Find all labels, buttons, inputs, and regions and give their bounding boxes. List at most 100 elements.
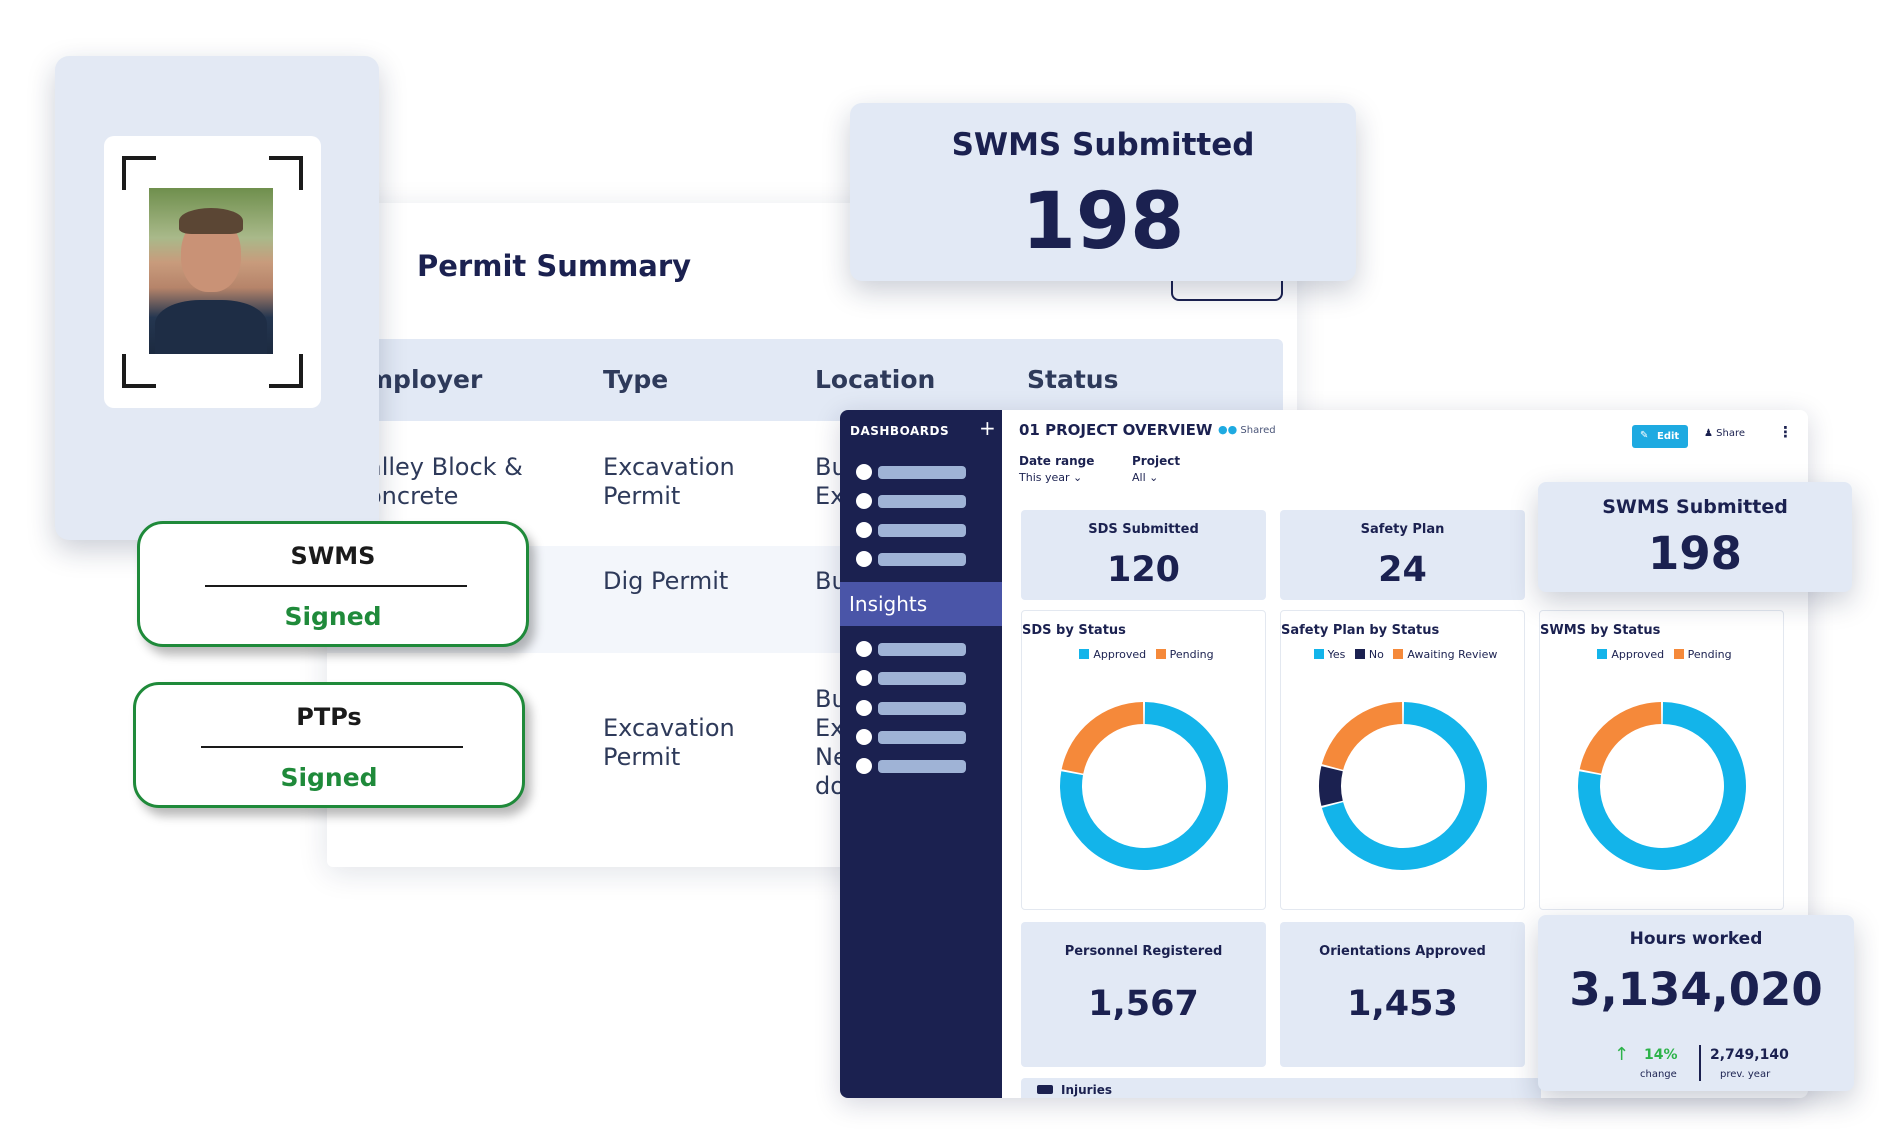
table-cell-employer: alley Block & oncrete bbox=[367, 453, 523, 510]
tile-value: 24 bbox=[1378, 550, 1427, 590]
nav-dot-icon bbox=[856, 522, 872, 538]
kpi-tile-safety-plan[interactable]: Safety Plan 24 bbox=[1280, 510, 1525, 600]
stat-title: SWMS Submitted bbox=[1602, 496, 1788, 518]
dashboard-title: 01 PROJECT OVERVIEW bbox=[1019, 421, 1213, 439]
chart-legend: Approved Pending bbox=[1022, 648, 1265, 661]
permit-action-button[interactable] bbox=[1171, 263, 1283, 301]
sidebar-item-insights[interactable]: Insights bbox=[840, 582, 1002, 626]
shared-label: Shared bbox=[1240, 425, 1276, 436]
nav-placeholder bbox=[878, 466, 966, 479]
nav-dot-icon bbox=[856, 670, 872, 686]
person-id-card bbox=[55, 56, 379, 540]
badge-title: PTPs bbox=[296, 703, 362, 731]
column-status[interactable]: Status bbox=[1027, 365, 1119, 394]
pencil-icon: ✎ bbox=[1640, 430, 1649, 441]
donut-chart bbox=[1319, 702, 1487, 870]
nav-placeholder bbox=[878, 731, 966, 744]
stat-title: Hours worked bbox=[1629, 929, 1763, 949]
donut-chart bbox=[1578, 702, 1746, 870]
tile-value: 1,453 bbox=[1347, 984, 1458, 1024]
donut-slice-awaiting-review[interactable] bbox=[1321, 702, 1403, 770]
filter-value: All ⌄ bbox=[1132, 471, 1159, 484]
table-cell-type: Excavation Permit bbox=[603, 453, 735, 510]
donut-slice-pending[interactable] bbox=[1579, 702, 1662, 774]
scan-corner-icon bbox=[269, 156, 303, 190]
legend-swatch bbox=[1354, 649, 1365, 659]
table-cell-type: Dig Permit bbox=[603, 567, 729, 595]
swms-signed-badge: SWMS Signed bbox=[137, 521, 529, 647]
kpi-tile-orientations[interactable]: Orientations Approved 1,453 bbox=[1280, 922, 1525, 1067]
chart-title: SWMS by Status bbox=[1540, 623, 1661, 638]
stat-title: SWMS Submitted bbox=[951, 127, 1255, 163]
share-label: Share bbox=[1716, 428, 1746, 439]
tile-title: Personnel Registered bbox=[1064, 944, 1223, 959]
kpi-tile-personnel[interactable]: Personnel Registered 1,567 bbox=[1021, 922, 1266, 1067]
divider bbox=[1699, 1045, 1701, 1081]
column-type[interactable]: Type bbox=[603, 365, 669, 394]
nav-dot-icon bbox=[856, 758, 872, 774]
photo-jacket bbox=[155, 300, 267, 354]
legend-swatch bbox=[1079, 649, 1090, 659]
legend-label: Awaiting Review bbox=[1407, 648, 1498, 661]
scan-corner-icon bbox=[269, 354, 303, 388]
more-options-icon[interactable]: ⋮ bbox=[1778, 423, 1793, 441]
project-filter[interactable]: Project All ⌄ bbox=[1132, 454, 1180, 484]
nav-placeholder bbox=[878, 553, 966, 566]
tile-title: Safety Plan bbox=[1360, 522, 1445, 537]
nav-dot-icon bbox=[856, 700, 872, 716]
users-icon: ●● bbox=[1218, 423, 1238, 436]
tile-value: 120 bbox=[1106, 550, 1181, 590]
edit-button[interactable]: ✎ Edit bbox=[1632, 425, 1688, 448]
add-dashboard-icon[interactable]: + bbox=[979, 416, 996, 440]
shared-indicator[interactable]: ●● Shared bbox=[1218, 423, 1276, 436]
share-button[interactable]: ♟ Share bbox=[1704, 428, 1745, 439]
kpi-tile-sds[interactable]: SDS Submitted 120 bbox=[1021, 510, 1266, 600]
permit-summary-title: Permit Summary bbox=[417, 249, 692, 283]
filter-label: Project bbox=[1132, 454, 1181, 468]
legend-label: Pending bbox=[1687, 648, 1732, 661]
chart-title: SDS by Status bbox=[1022, 623, 1126, 638]
legend-label: Yes bbox=[1327, 648, 1346, 661]
nav-dot-icon bbox=[856, 729, 872, 745]
stat-value: 198 bbox=[1648, 527, 1742, 580]
nav-placeholder bbox=[878, 643, 966, 656]
nav-dot-icon bbox=[856, 464, 872, 480]
legend-label: Pending bbox=[1169, 648, 1214, 661]
chevron-down-icon: ⌄ bbox=[1149, 471, 1159, 484]
prev-year-value: 2,749,140 bbox=[1710, 1047, 1789, 1063]
donut-slice-no[interactable] bbox=[1319, 766, 1343, 806]
scan-corner-icon bbox=[122, 354, 156, 388]
sidebar-title: DASHBOARDS bbox=[850, 424, 950, 438]
column-location[interactable]: Location bbox=[815, 365, 936, 394]
tile-title: SDS Submitted bbox=[1088, 522, 1199, 537]
nav-placeholder bbox=[878, 672, 966, 685]
swms-submitted-overlay[interactable]: SWMS Submitted 198 bbox=[1538, 482, 1852, 592]
prev-year-label: prev. year bbox=[1720, 1069, 1771, 1080]
hours-worked-card[interactable]: Hours worked 3,134,020 ↑ 14% change 2,74… bbox=[1538, 915, 1854, 1091]
nav-placeholder bbox=[878, 760, 966, 773]
badge-divider bbox=[201, 746, 463, 748]
filter-value: This year ⌄ bbox=[1019, 471, 1083, 484]
photo-frame bbox=[104, 136, 321, 408]
badge-title: SWMS bbox=[290, 542, 376, 570]
injuries-section[interactable]: Injuries bbox=[1021, 1078, 1541, 1098]
filter-label: Date range bbox=[1019, 454, 1095, 468]
sidebar-item-label: Insights bbox=[849, 592, 928, 616]
legend-swatch bbox=[1597, 649, 1608, 659]
legend-swatch bbox=[1155, 649, 1166, 659]
change-value: 14% bbox=[1644, 1047, 1678, 1063]
nav-dot-icon bbox=[856, 551, 872, 567]
chart-legend: Approved Pending bbox=[1540, 648, 1783, 661]
badge-status: Signed bbox=[280, 763, 378, 792]
chart-tile-sds-status[interactable]: SDS by Status Approved Pending bbox=[1021, 610, 1266, 910]
sidebar: DASHBOARDS + bbox=[840, 410, 1002, 1098]
date-range-filter[interactable]: Date range This year ⌄ bbox=[1019, 454, 1094, 484]
donut-slice-pending[interactable] bbox=[1061, 702, 1144, 774]
person-photo bbox=[149, 188, 273, 354]
chevron-down-icon: ⌄ bbox=[1073, 471, 1083, 484]
donut-chart bbox=[1060, 702, 1228, 870]
chart-tile-swms-status[interactable]: SWMS by Status Approved Pending bbox=[1539, 610, 1784, 910]
legend-swatch bbox=[1393, 649, 1404, 659]
chart-tile-safety-plan-status[interactable]: Safety Plan by Status Yes No Awaiting Re… bbox=[1280, 610, 1525, 910]
column-employer[interactable]: mployer bbox=[367, 365, 483, 394]
